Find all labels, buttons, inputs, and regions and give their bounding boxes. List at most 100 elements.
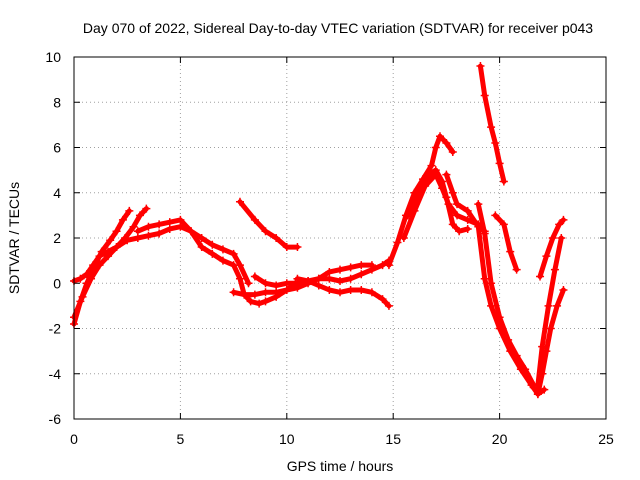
data-point-marker <box>480 91 489 100</box>
x-tick-label: 20 <box>492 431 508 447</box>
series-line-5 <box>237 199 300 250</box>
data-point-marker <box>550 265 559 274</box>
data-point-marker <box>540 385 549 394</box>
y-tick-label: -6 <box>49 411 62 427</box>
y-tick-label: 8 <box>53 94 61 110</box>
y-axis-label: SDTVAR / TECUs <box>6 182 22 294</box>
data-point-marker <box>272 281 281 290</box>
data-point-marker <box>499 220 508 229</box>
data-point-marker <box>155 229 164 238</box>
data-point-marker <box>235 197 244 206</box>
series-line-15 <box>492 212 520 273</box>
data-point-marker <box>176 215 185 224</box>
data-point-marker <box>538 342 547 351</box>
data-point-marker <box>197 243 206 252</box>
data-point-marker <box>404 211 413 220</box>
data-point-marker <box>431 143 440 152</box>
x-tick-label: 10 <box>279 431 295 447</box>
data-point-marker <box>240 290 249 299</box>
data-point-marker <box>544 301 553 310</box>
data-point-marker <box>453 200 462 209</box>
series-line-12 <box>443 172 547 397</box>
series-line-3 <box>71 224 251 286</box>
data-point-marker <box>346 274 355 283</box>
data-point-marker <box>476 62 485 71</box>
data-point-marker <box>218 256 227 265</box>
data-point-marker <box>106 236 115 245</box>
x-tick-label: 5 <box>177 431 185 447</box>
data-point-marker <box>282 279 291 288</box>
data-point-marker <box>325 267 334 276</box>
data-point-marker <box>555 220 564 229</box>
data-point-marker <box>506 247 515 256</box>
data-point-marker <box>129 222 138 231</box>
data-point-marker <box>82 270 91 279</box>
data-point-marker <box>438 177 447 186</box>
y-tick-label: 0 <box>53 275 61 291</box>
data-point-marker <box>78 292 87 301</box>
y-tick-label: 6 <box>53 140 61 156</box>
data-point-marker <box>250 272 259 281</box>
data-point-marker <box>431 166 440 175</box>
data-point-marker <box>144 222 153 231</box>
data-point-marker <box>546 324 555 333</box>
data-point-marker <box>229 249 238 258</box>
data-point-marker <box>495 313 504 322</box>
data-point-marker <box>208 240 217 249</box>
data-point-marker <box>427 161 436 170</box>
data-point-marker <box>442 138 451 147</box>
data-point-marker <box>559 215 568 224</box>
data-point-marker <box>448 220 457 229</box>
data-point-marker <box>293 243 302 252</box>
series-line-13 <box>475 201 537 388</box>
data-point-marker <box>165 218 174 227</box>
data-point-marker <box>176 222 185 231</box>
data-point-marker <box>495 159 504 168</box>
data-point-marker <box>384 301 393 310</box>
data-point-marker <box>536 272 545 281</box>
data-point-marker <box>272 234 281 242</box>
grid-lines <box>74 57 606 419</box>
data-point-marker <box>250 215 259 224</box>
axis-ticks: 0 5 10 15 20 25 -6 -4 -2 0 2 4 6 8 10 <box>45 49 614 447</box>
data-point-marker <box>208 249 217 258</box>
data-point-marker <box>135 211 144 220</box>
y-tick-label: 2 <box>53 230 61 246</box>
data-point-marker <box>436 132 445 141</box>
data-point-marker <box>442 193 451 202</box>
series-line-8 <box>294 276 392 309</box>
data-point-marker <box>378 295 387 304</box>
data-point-marker <box>229 288 238 297</box>
data-point-marker <box>553 301 562 310</box>
data-point-marker <box>448 148 457 157</box>
data-point-marker <box>474 200 483 209</box>
data-point-marker <box>87 274 96 283</box>
data-point-marker <box>336 265 344 274</box>
data-point-marker <box>533 390 542 399</box>
y-tick-label: 4 <box>53 185 61 201</box>
data-point-marker <box>491 138 500 147</box>
data-point-marker <box>261 279 270 288</box>
data-point-marker <box>336 288 344 297</box>
data-point-marker <box>533 381 542 390</box>
data-point-marker <box>123 236 132 245</box>
data-point-marker <box>197 234 206 242</box>
data-point-marker <box>448 188 457 197</box>
data-point-marker <box>367 261 376 270</box>
data-point-marker <box>118 215 127 224</box>
data-point-marker <box>250 290 259 299</box>
data-point-marker <box>414 188 423 197</box>
data-point-marker <box>529 383 538 392</box>
x-tick-label: 15 <box>385 431 401 447</box>
data-point-marker <box>384 261 393 270</box>
data-point-marker <box>261 297 270 306</box>
data-point-marker <box>542 252 551 261</box>
data-point-marker <box>357 261 366 270</box>
data-point-marker <box>255 299 264 308</box>
data-point-marker <box>235 274 244 283</box>
x-tick-label: 25 <box>598 431 614 447</box>
x-tick-label: 0 <box>70 431 78 447</box>
series-line-2 <box>71 206 149 320</box>
data-point-marker <box>512 351 521 360</box>
